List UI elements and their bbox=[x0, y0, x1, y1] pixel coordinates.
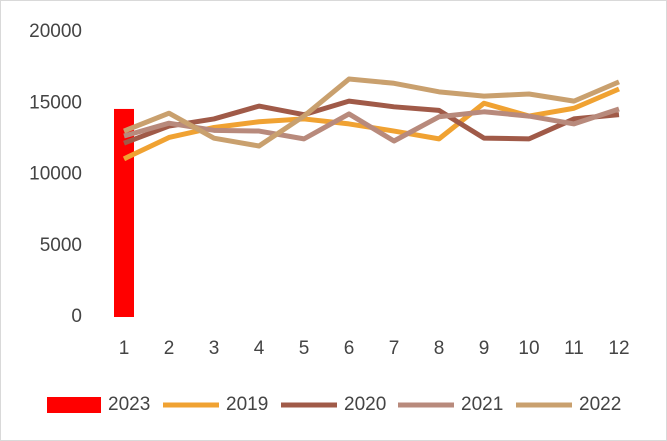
x-tick-label: 1 bbox=[119, 338, 130, 359]
x-tick-label: 3 bbox=[209, 338, 220, 359]
x-tick-label: 12 bbox=[608, 338, 629, 359]
y-tick-label: 20000 bbox=[29, 21, 82, 42]
y-tick-label: 15000 bbox=[29, 92, 82, 113]
x-tick-label: 9 bbox=[479, 338, 490, 359]
x-tick-label: 6 bbox=[344, 338, 355, 359]
line bbox=[123, 76, 620, 149]
legend-label: 2023 bbox=[108, 394, 150, 415]
y-tick-label: 5000 bbox=[40, 235, 82, 256]
bar bbox=[114, 108, 134, 317]
x-tick-label: 7 bbox=[389, 338, 400, 359]
legend-label: 2020 bbox=[344, 394, 386, 415]
x-tick-label: 11 bbox=[564, 338, 584, 359]
y-tick-label: 10000 bbox=[29, 164, 82, 185]
legend-label: 2021 bbox=[461, 394, 503, 415]
x-tick-label: 8 bbox=[434, 338, 445, 359]
legend-swatch bbox=[47, 397, 101, 413]
x-tick-label: 2 bbox=[164, 338, 175, 359]
y-tick-label: 0 bbox=[71, 306, 82, 327]
x-tick-label: 10 bbox=[518, 338, 539, 359]
line bbox=[123, 98, 620, 146]
x-tick-label: 5 bbox=[299, 338, 310, 359]
line bbox=[123, 106, 620, 144]
legend-label: 2019 bbox=[226, 394, 268, 415]
x-tick-label: 4 bbox=[254, 338, 265, 359]
legend-label: 2022 bbox=[579, 394, 621, 415]
